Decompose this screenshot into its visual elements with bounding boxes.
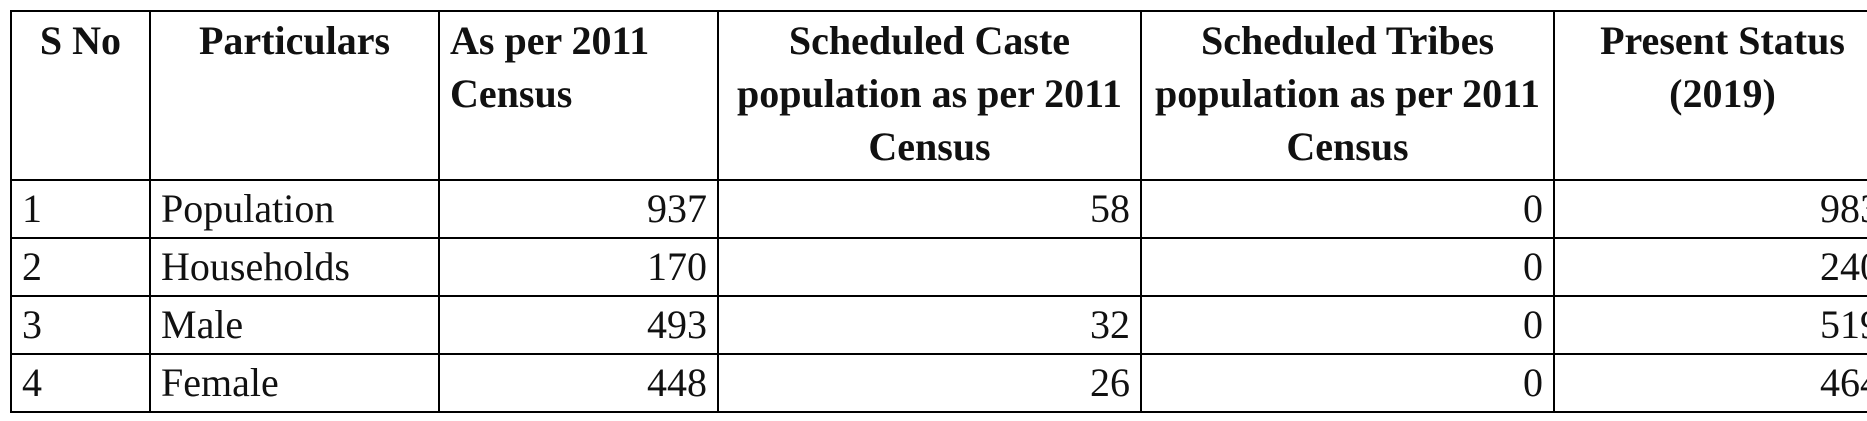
table-cell: 0 (1140, 237, 1555, 297)
table-cell: 58 (717, 179, 1142, 239)
table-cell: 2 (10, 237, 151, 297)
data-table: S No Particulars As per 2011 Census Schedul… (10, 10, 1867, 413)
header-row: S No Particulars As per 2011 Census Schedul… (10, 10, 1867, 181)
table-cell: 448 (438, 353, 719, 413)
table-row: 1Population937580983 (10, 179, 1867, 239)
table-cell: Male (149, 295, 440, 355)
table-cell: 0 (1140, 179, 1555, 239)
table-body: 1Population9375809832Households17002403M… (10, 179, 1867, 413)
header-cell: Scheduled Tribes population as per 2011 … (1140, 10, 1555, 181)
table-row: 4Female448260464 (10, 353, 1867, 413)
table-cell: 983 (1553, 179, 1867, 239)
table-cell: 170 (438, 237, 719, 297)
header-cell: S No (10, 10, 151, 181)
table-cell: 240 (1553, 237, 1867, 297)
table-cell: 32 (717, 295, 1142, 355)
table-row: 3Male493320519 (10, 295, 1867, 355)
table-cell: Population (149, 179, 440, 239)
table-cell: 0 (1140, 353, 1555, 413)
table-cell: 3 (10, 295, 151, 355)
header-cell: Scheduled Caste population as per 2011 C… (717, 10, 1142, 181)
table-cell: Households (149, 237, 440, 297)
empty-cell (717, 237, 1142, 297)
header-cell: Present Status (2019) (1553, 10, 1867, 181)
table-cell: 26 (717, 353, 1142, 413)
table-cell: Female (149, 353, 440, 413)
table-cell: 0 (1140, 295, 1555, 355)
header-cell: Particulars (149, 10, 440, 181)
table-cell: 1 (10, 179, 151, 239)
table-cell: 519 (1553, 295, 1867, 355)
table-cell: 4 (10, 353, 151, 413)
table-cell: 493 (438, 295, 719, 355)
table-cell: 464 (1553, 353, 1867, 413)
header-cell: As per 2011 Census (438, 10, 719, 181)
table-cell: 937 (438, 179, 719, 239)
